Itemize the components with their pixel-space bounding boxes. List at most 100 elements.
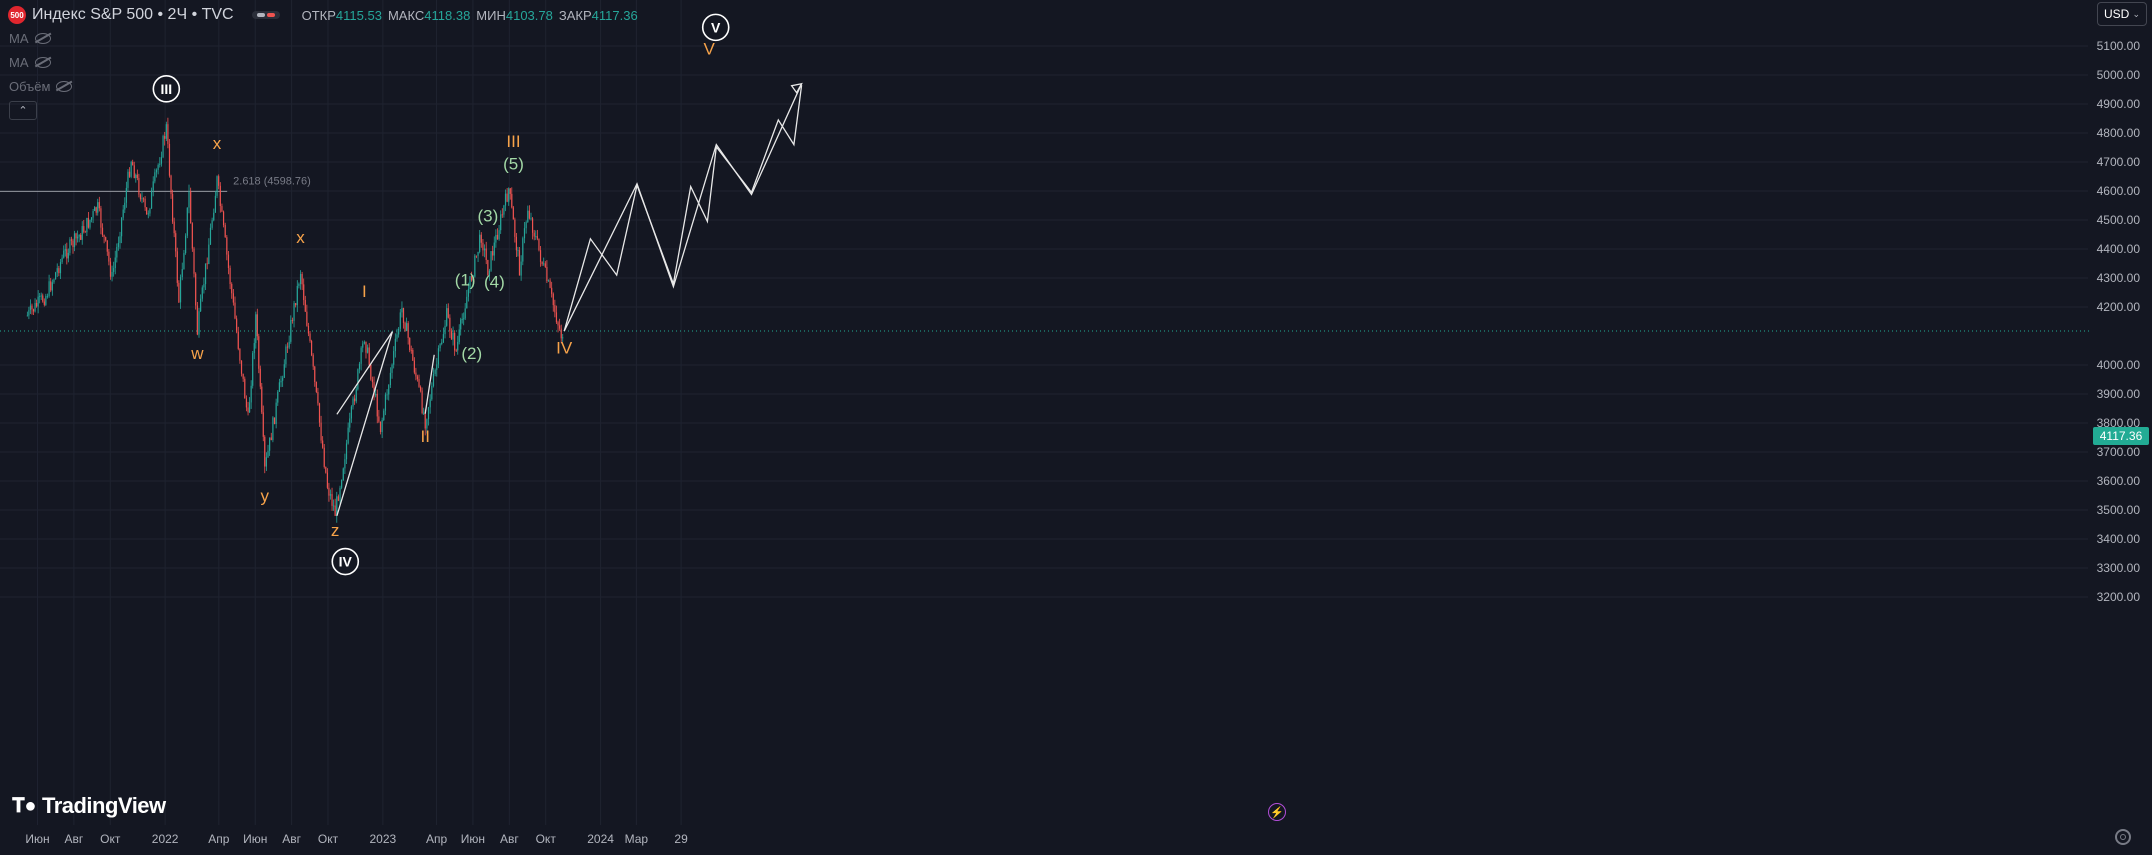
candle-body: [379, 421, 382, 433]
candle-body: [120, 217, 123, 237]
candle-body: [198, 311, 200, 335]
candle-body: [415, 372, 417, 377]
time-tick-label: Июн: [25, 832, 49, 846]
price-tick-label: 3400.00: [2097, 532, 2141, 546]
candle-body: [45, 296, 47, 305]
wave-label: (3): [477, 206, 498, 225]
candle-body: [311, 340, 313, 356]
candle-body: [146, 207, 148, 215]
candle-body: [500, 214, 502, 231]
candle-body: [183, 253, 185, 270]
ohlc-low-label: МИН: [476, 7, 506, 23]
candle-body: [383, 410, 385, 421]
candle-body: [250, 385, 252, 403]
tradingview-logo[interactable]: 𝐓● TradingView: [12, 793, 166, 819]
candle-body: [318, 403, 321, 423]
candle-body: [130, 161, 132, 177]
time-tick-label: Окт: [318, 832, 339, 846]
candle-body: [40, 295, 42, 297]
candle-body: [150, 190, 153, 209]
candle-body: [527, 210, 529, 223]
candle-body: [69, 239, 71, 253]
candle-body: [219, 185, 221, 207]
candle-body: [160, 157, 163, 164]
candle-body: [449, 317, 451, 332]
indicator-volume[interactable]: Объём: [9, 79, 73, 94]
candle-body: [360, 347, 362, 364]
candle-body: [442, 334, 444, 343]
eye-off-icon[interactable]: [34, 57, 51, 68]
candle-body: [538, 238, 540, 251]
time-tick-label: Мар: [625, 832, 649, 846]
wave-label-circle: [331, 547, 360, 576]
settings-gear-icon[interactable]: [2115, 829, 2131, 845]
candle-body: [386, 394, 388, 396]
candle-body: [221, 206, 223, 212]
price-tick-label: 4000.00: [2097, 358, 2141, 372]
candle-body: [381, 420, 383, 433]
candle-body: [229, 267, 231, 285]
time-tick-label: 2023: [370, 832, 397, 846]
candle-body: [552, 293, 554, 306]
candle-body: [106, 240, 108, 252]
candle-body: [467, 289, 470, 297]
candle-body: [196, 305, 198, 335]
candle-body: [485, 248, 487, 261]
candle-body: [135, 174, 137, 179]
indicator-ma-2[interactable]: MA: [9, 55, 51, 70]
candle-body: [90, 217, 93, 220]
indicator-ma-1[interactable]: MA: [9, 31, 51, 46]
candle-body: [528, 210, 531, 219]
candle-body: [531, 218, 534, 233]
candle-body: [407, 323, 409, 338]
candle-body: [72, 240, 74, 247]
candle-body: [216, 176, 218, 196]
candle-body: [78, 234, 80, 237]
time-tick-label: 29: [674, 832, 688, 846]
candle-body: [339, 487, 341, 501]
candle-body: [214, 195, 216, 213]
fibonacci-level: 2.618 (4598.76): [0, 175, 2090, 332]
price-tick-label: 5000.00: [2097, 68, 2141, 82]
collapse-indicators-button[interactable]: ⌃: [9, 101, 37, 120]
candle-body: [349, 418, 351, 428]
candle-body: [315, 381, 317, 392]
wave-label: (1): [455, 270, 476, 289]
candle-body: [323, 447, 325, 467]
candle-body: [181, 269, 183, 278]
wave-label: V: [711, 19, 721, 35]
candle-body: [518, 250, 521, 276]
candle-body: [508, 188, 510, 202]
brand-name: TradingView: [41, 793, 166, 818]
chart-header: 500 Индекс S&P 500 • 2Ч • TVC ОТКР 4115.5…: [8, 5, 638, 25]
candle-body: [222, 211, 225, 226]
candle-body: [105, 237, 107, 241]
candle-body: [116, 246, 118, 258]
candle-body: [546, 266, 548, 282]
candle-body: [159, 163, 161, 165]
candle-body: [267, 450, 269, 458]
candle-body: [200, 298, 202, 312]
currency-select[interactable]: USD ⌄: [2097, 2, 2147, 26]
eye-off-icon[interactable]: [56, 81, 73, 92]
legend-toggle-button[interactable]: [251, 11, 280, 19]
lightning-icon[interactable]: ⚡: [1268, 803, 1286, 821]
candle-body: [391, 364, 393, 373]
candle-body: [66, 249, 68, 259]
tradingview-logo-icon: 𝐓●: [12, 794, 36, 817]
symbol-title[interactable]: Индекс S&P 500 • 2Ч • TVC: [32, 6, 234, 23]
candle-body: [141, 198, 143, 200]
candle-body: [523, 228, 526, 239]
symbol-logo-icon[interactable]: 500: [8, 6, 26, 24]
candle-body: [509, 188, 511, 194]
candle-body: [555, 312, 558, 323]
candle-body: [188, 191, 190, 208]
candle-body: [336, 496, 338, 516]
candle-body: [152, 181, 154, 191]
candle-body: [231, 284, 233, 294]
candle-body: [464, 308, 466, 319]
candle-body: [488, 270, 491, 276]
candle-body: [61, 257, 63, 263]
eye-off-icon[interactable]: [34, 33, 51, 44]
